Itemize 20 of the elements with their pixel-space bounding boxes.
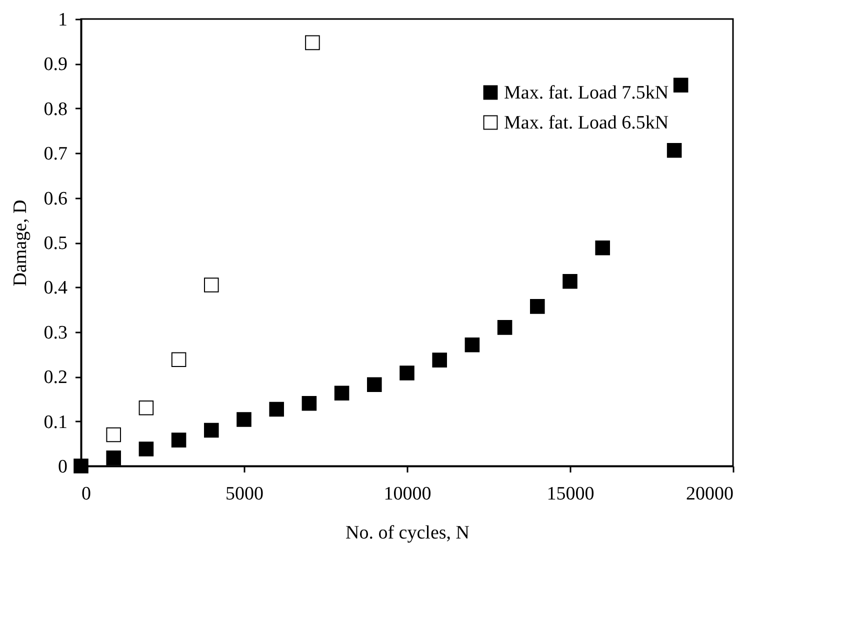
x-tick-label: 15000	[546, 484, 594, 504]
y-tick-label: 0.5	[44, 233, 68, 254]
y-tick-label: 0.8	[44, 98, 68, 120]
x-tick-label: 0	[82, 484, 91, 504]
y-tick-label: 0.4	[44, 278, 68, 299]
y-tick-label: 0.9	[44, 54, 68, 76]
y-tick-label: 1	[58, 10, 68, 30]
y-tick-label: 0.2	[44, 367, 68, 388]
legend-label: Max. fat. Load 7.5kN	[504, 82, 669, 104]
y-tick-label: 0.7	[44, 144, 68, 165]
x-tick-label: 20000	[686, 484, 734, 504]
y-tick-label: 0.1	[44, 412, 68, 433]
y-tick-label: 0.6	[44, 188, 68, 210]
x-tick-label: 5000	[226, 484, 264, 504]
y-axis-title: Damage, D	[10, 200, 31, 286]
legend-label: Max. fat. Load 6.5kN	[504, 112, 669, 134]
y-tick-label: 0.3	[44, 322, 68, 344]
x-axis-title: No. of cycles, N	[346, 522, 470, 544]
y-tick-label: 0	[58, 456, 68, 478]
x-tick-label: 10000	[384, 484, 432, 504]
